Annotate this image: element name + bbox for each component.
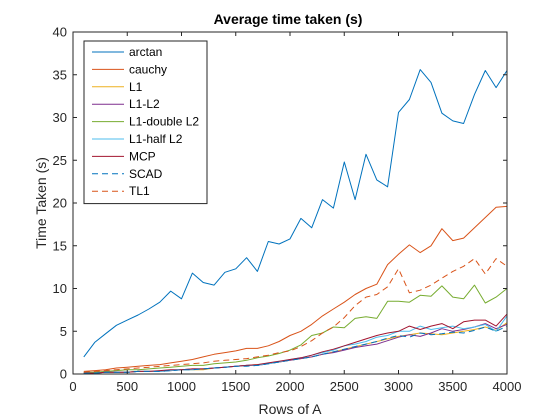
y-tick-label: 25 [53,153,67,168]
x-tick-label: 4000 [493,379,522,394]
series-line-l1-double-l2 [83,284,508,373]
legend-box [83,40,208,205]
y-tick-label: 20 [53,196,67,211]
axis-ticks: 0 500 1000 1500 2000 2500 3000 3500 4000 0 5 10 15 20… [53,25,522,395]
y-tick-label: 5 [60,324,67,339]
x-tick-label: 0 [69,379,76,394]
y-tick-label: 0 [60,367,67,382]
legend-label: L1-L2 [129,97,160,111]
x-tick-label: 1500 [221,379,250,394]
legend-label: cauchy [129,62,167,76]
legend: arctan cauchy L1 L1-L2 L1-double L2 L1-half L… [83,40,208,205]
y-tick-label: 10 [53,281,67,296]
x-tick-label: 2000 [276,379,305,394]
series-line-tl1 [83,258,508,373]
x-tick-label: 3000 [384,379,413,394]
legend-label: L1-double L2 [129,115,199,129]
x-axis-label: Rows of A [258,401,322,417]
series-line-cauchy [83,205,508,372]
x-tick-label: 500 [116,379,138,394]
series-line-scad [83,325,508,374]
series-group [83,69,508,374]
x-tick-label: 3500 [438,379,467,394]
legend-label: MCP [129,149,156,163]
y-axis-label: Time Taken (s) [33,157,49,249]
y-tick-label: 15 [53,238,67,253]
legend-label: L1 [129,80,143,94]
legend-label: SCAD [129,167,163,181]
x-tick-label: 1000 [167,379,196,394]
chart-title: Average time taken (s) [214,11,363,27]
y-tick-label: 35 [53,67,67,82]
legend-label: TL1 [129,184,150,198]
series-line-arctan [83,69,508,358]
y-tick-label: 30 [53,110,67,125]
x-tick-label: 2500 [330,379,359,394]
y-tick-label: 40 [53,25,67,40]
legend-label: arctan [129,45,162,59]
legend-label: L1-half L2 [129,132,183,146]
